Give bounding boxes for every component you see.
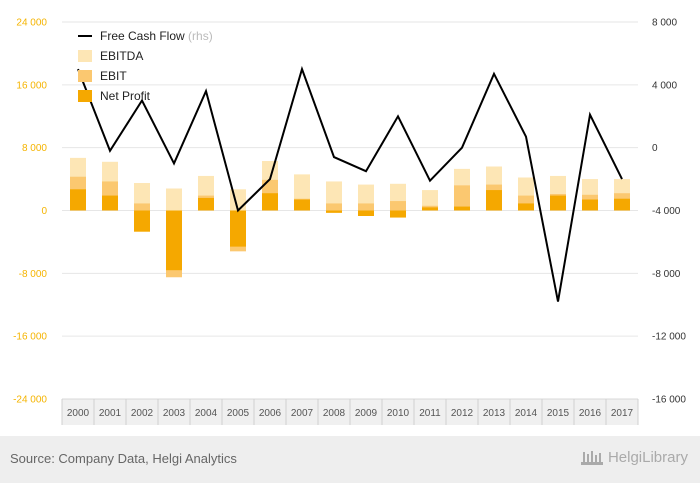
net-profit-bar [166,210,182,271]
net-profit-bar [486,190,502,211]
legend-rhs-suffix: (rhs) [185,29,213,43]
legend: Free Cash Flow (rhs) EBITDA EBIT Net Profit [78,29,213,103]
y-right-tick-label: 0 [652,143,658,154]
axes: 24 000 16 000 8 000 0 -8 000 -16 000 -24 000 8 … [13,18,686,425]
net-profit-bar [518,203,534,211]
x-tick-label: 2008 [323,408,346,419]
net-profit-bar [422,207,438,211]
y-right-tick-label: -8 000 [652,269,681,280]
y-left-tick-label: -8 000 [19,269,48,280]
x-tick-label: 2013 [483,408,506,419]
ebitda-bar [422,190,438,211]
brand-name: HelgiLibrary [607,448,688,466]
x-tick-label: 2006 [259,408,282,419]
net-profit-bar [582,199,598,211]
net-profit-bar [102,195,118,211]
y-left-tick-label: 16 000 [16,80,47,91]
ebit-bar [134,203,150,211]
ebit-bar [454,185,470,211]
net-profit-bar [358,210,374,216]
x-tick-label: 2003 [163,408,186,419]
source-note: Source: Company Data, Helgi Analytics [10,451,237,466]
y-right-tick-label: 4 000 [652,80,677,91]
y-right-tick-label: -4 000 [652,206,681,217]
x-tick-label: 2010 [387,408,410,419]
y-right-tick-label: -16 000 [652,395,686,406]
ebit-bar [358,203,374,211]
ebitda-bar [326,181,342,211]
legend-label-ebit: EBIT [100,69,127,83]
x-tick-label: 2000 [67,408,90,419]
net-profit-bar [230,210,246,247]
x-tick-label: 2015 [547,408,570,419]
y-left-tick-label: -16 000 [13,332,47,343]
legend-swatch-ebitda [78,50,92,62]
x-tick-label: 2004 [195,408,218,419]
x-tick-label: 2016 [579,408,602,419]
y-left-tick-label: 0 [41,206,47,217]
net-profit-bar [70,189,86,211]
net-profit-bar [326,210,342,213]
net-profit-bar [134,210,150,232]
ebit-bar [390,201,406,211]
net-profit-bar [614,198,630,211]
x-tick-label: 2007 [291,408,314,419]
x-tick-label: 2011 [419,408,441,419]
brand-logo[interactable]: HelgiLibrary [580,448,688,466]
net-profit-bar [454,206,470,211]
ebitda-bar [166,188,182,211]
y-left-tick-label: 24 000 [16,18,47,29]
net-profit-bar [198,197,214,211]
legend-label-free-cash-flow: Free Cash Flow (rhs) [100,29,213,43]
x-tick-label: 2002 [131,408,154,419]
net-profit-bar [550,195,566,211]
legend-label-net-profit: Net Profit [100,89,151,103]
x-tick-label: 2009 [355,408,378,419]
free-cash-flow-line [77,65,623,302]
library-icon [580,451,603,465]
y-right-tick-label: 8 000 [652,18,677,29]
legend-swatch-net-profit [78,90,92,102]
x-tick-label: 2012 [451,408,474,419]
x-tick-label: 2017 [611,408,634,419]
chart: 24 000 16 000 8 000 0 -8 000 -16 000 -24 000 8 … [13,18,686,425]
y-left-tick-label: 8 000 [22,143,47,154]
x-tick-label: 2001 [99,408,122,419]
net-profit-bar [294,199,310,211]
chart-card: 24 000 16 000 8 000 0 -8 000 -16 000 -24 000 8 … [0,0,700,436]
bars [70,157,630,278]
legend-swatch-ebit [78,70,92,82]
y-right-tick-label: -12 000 [652,332,686,343]
y-left-tick-label: -24 000 [13,395,47,406]
net-profit-bar [262,193,278,211]
x-tick-label: 2005 [227,408,250,419]
net-profit-bar [390,210,406,218]
ebit-bar [326,203,342,211]
legend-label-ebitda: EBITDA [100,49,143,63]
fcf-line-layer [77,65,623,302]
x-tick-label: 2014 [515,408,538,419]
